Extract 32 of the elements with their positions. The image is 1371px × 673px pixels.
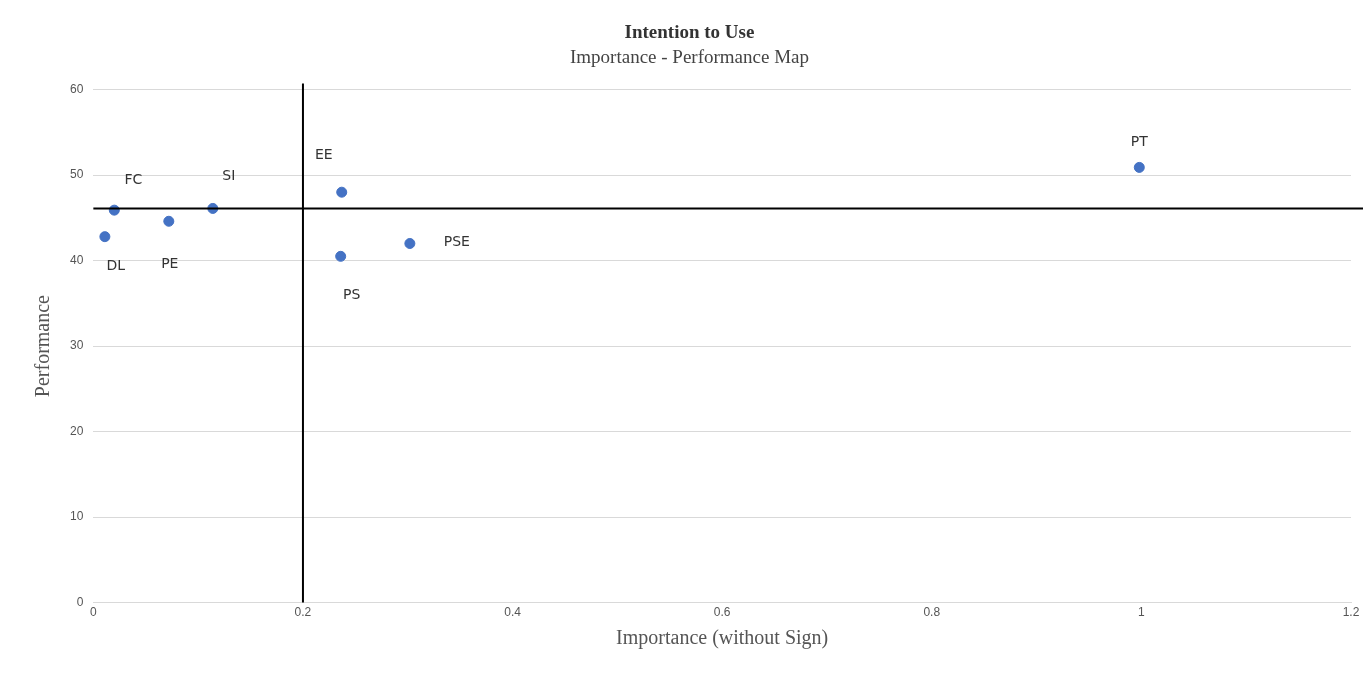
x-tick-label: 0 (90, 605, 97, 620)
annotation: PSE (443, 233, 470, 250)
x-tick-label: 1.2 (1342, 605, 1360, 620)
y-axis-title: Performance (31, 294, 54, 398)
annotation: SI (222, 167, 236, 184)
y-tick-label: 50 (69, 167, 84, 182)
annotation: PS (343, 285, 361, 302)
x-tick-label: 1 (1138, 605, 1146, 620)
x-tick-label: 0.4 (504, 605, 522, 620)
x-axis-title: Importance (without Sign) (616, 626, 829, 650)
y-tick-label: 0 (76, 594, 84, 609)
point (1133, 161, 1145, 173)
annotation: DL (106, 257, 126, 274)
point (335, 250, 347, 262)
annotation: PE (161, 254, 179, 271)
point (336, 186, 348, 198)
y-tick-label: 10 (69, 509, 84, 524)
x-tick-label: 0.2 (294, 605, 312, 620)
annotation: FC (124, 170, 143, 187)
x-tick-label: 0.6 (713, 605, 731, 620)
point (404, 238, 416, 249)
annotation: EE (314, 145, 333, 162)
x-tick-label: 0.8 (923, 605, 941, 620)
point (99, 231, 111, 243)
y-tick-label: 60 (69, 81, 84, 96)
y-tick-label: 20 (69, 423, 84, 438)
y-tick-label: 40 (69, 252, 84, 267)
annotation: PT (1130, 133, 1149, 150)
y-tick-label: 30 (69, 338, 84, 353)
point (163, 215, 175, 227)
chart-title: Intention to Use (624, 21, 755, 43)
chart-subtitle: Importance - Performance Map (570, 46, 809, 68)
